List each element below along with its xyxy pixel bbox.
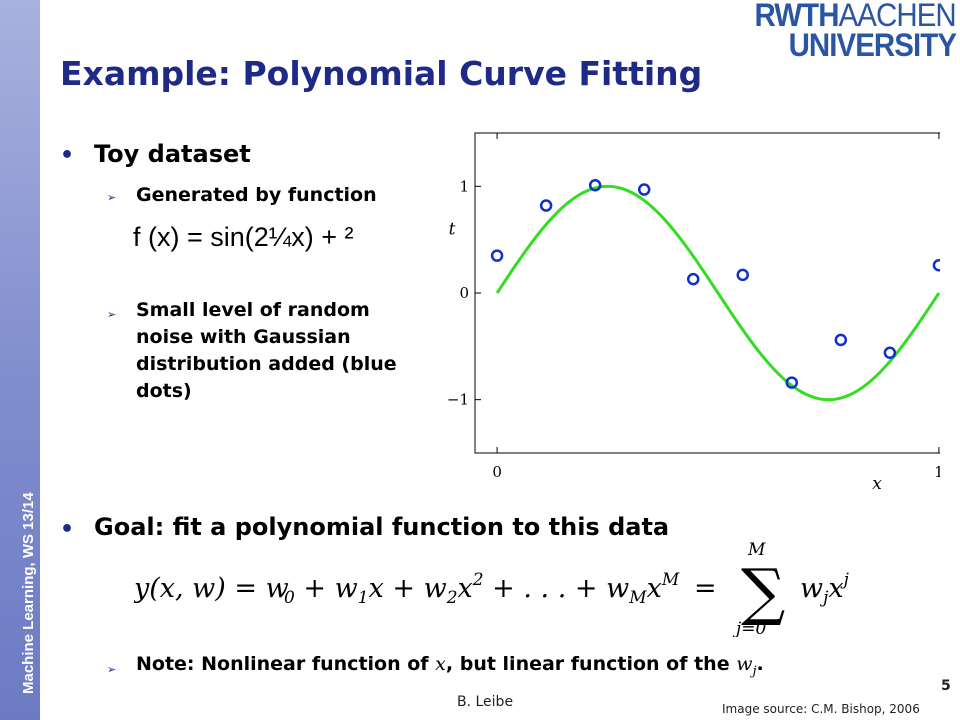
- sum-upper: M: [747, 540, 766, 560]
- bullet-goal: Goal: fit a polynomial function to this …: [94, 513, 670, 541]
- data-point-6: [785, 376, 799, 389]
- y-tick-label-2: −1: [447, 391, 469, 409]
- y-axis-label: t: [449, 219, 456, 239]
- sidebar-band: Machine Learning, WS 13/14: [0, 0, 40, 720]
- scatter-plot: 0 1 1 0 −1 x t: [447, 132, 940, 494]
- y-tick-label-0: 1: [459, 177, 469, 195]
- data-point-4: [687, 272, 700, 286]
- eq-equals: =: [694, 573, 717, 604]
- page-number: 5: [941, 678, 951, 694]
- x-tick-label-0: 0: [492, 463, 502, 481]
- data-point-8: [883, 346, 897, 359]
- bullet-note: Note: Nonlinear function of x, but linea…: [136, 653, 764, 679]
- data-points: [490, 179, 940, 389]
- data-point-0: [490, 249, 504, 262]
- sum-lower: j=0: [732, 619, 767, 637]
- bullet-toy-dataset: Toy dataset: [94, 140, 251, 168]
- footer-author: B. Leibe: [457, 694, 514, 710]
- sum-icon: ∑: [741, 555, 785, 628]
- university-logo: RWTHAACHEN UNIVERSITY: [742, 0, 960, 62]
- tick-marks: [475, 133, 940, 453]
- bullet-generated: Generated by function: [136, 184, 377, 206]
- bullet-dot: •: [60, 517, 75, 542]
- data-point-1: [539, 199, 553, 212]
- arrow-bullet-icon: ➢: [107, 308, 117, 321]
- course-label: Machine Learning, WS 13/14: [20, 492, 37, 694]
- x-axis-label: x: [872, 474, 882, 494]
- data-point-2: [588, 179, 602, 192]
- logo-aachen: AACHEN: [838, 0, 957, 33]
- logo-rwth: RWTH: [754, 0, 840, 33]
- sine-curve: [495, 184, 940, 402]
- logo-university: UNIVERSITY: [788, 27, 957, 63]
- data-point-5: [736, 268, 749, 282]
- slide-title: Example: Polynomial Curve Fitting: [60, 54, 703, 93]
- data-point-9: [932, 259, 940, 272]
- eq-lhs: y(x, w) = w: [134, 573, 289, 604]
- sum-term: wjxj: [800, 570, 850, 608]
- polynomial-equation: y(x, w) = w 0 + w1x + w2x2 + . . . + wMx…: [134, 540, 850, 637]
- bullet-dot: •: [60, 143, 75, 168]
- y-tick-label-1: 0: [459, 284, 469, 302]
- data-point-3: [637, 183, 651, 196]
- generating-function: f (x) = sin(2¼x) + ²: [133, 222, 354, 252]
- plot-frame: [474, 132, 940, 454]
- bullet-noise: Small level of random noise with Gaussia…: [136, 299, 397, 402]
- image-source: Image source: C.M. Bishop, 2006: [722, 702, 920, 716]
- arrow-bullet-icon: ➢: [107, 191, 117, 204]
- arrow-bullet-icon: ➢: [107, 663, 117, 676]
- eq-terms: 0 + w1x + w2x2 + . . . + wMxM: [284, 570, 680, 608]
- data-point-7: [834, 333, 848, 347]
- axis-labels: 0 1 1 0 −1 x t: [447, 177, 940, 494]
- x-tick-label-1: 1: [934, 463, 940, 481]
